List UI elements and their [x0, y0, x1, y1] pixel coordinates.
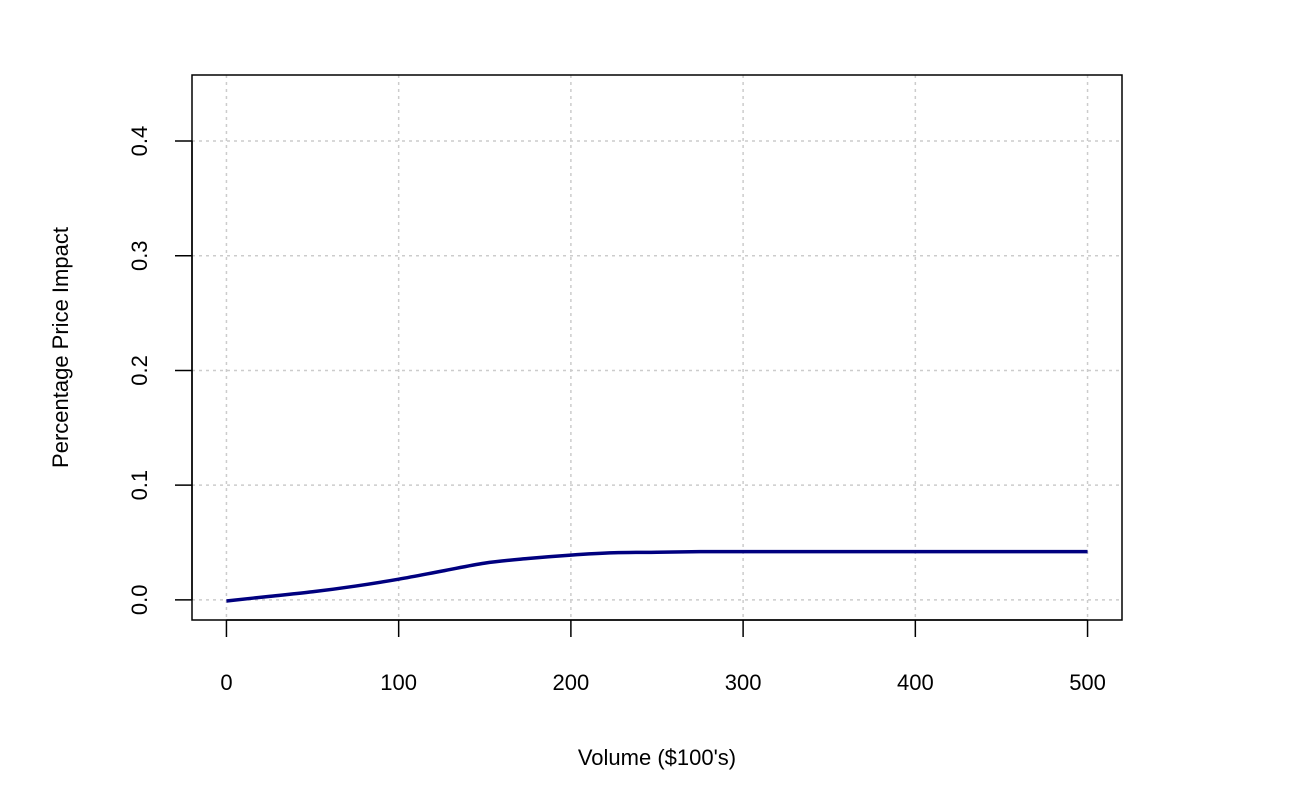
series-layer — [226, 549, 1088, 603]
plot-frame — [191, 74, 1123, 621]
y-tick-label: 0.0 — [127, 585, 152, 616]
x-tick-label: 200 — [553, 670, 590, 695]
x-tick-label: 100 — [380, 670, 417, 695]
x-tick-label: 500 — [1069, 670, 1106, 695]
y-tick-label: 0.3 — [127, 240, 152, 271]
y-axis-title: Percentage Price Impact — [48, 227, 73, 468]
x-axis: 0 100 200 300 400 500 — [220, 619, 1106, 695]
series-line — [226, 549, 1088, 603]
y-tick-label: 0.1 — [127, 470, 152, 501]
x-tick-label: 400 — [897, 670, 934, 695]
x-tick-label: 300 — [725, 670, 762, 695]
y-axis: 0.0 0.1 0.2 0.3 0.4 — [127, 126, 193, 616]
y-tick-label: 0.2 — [127, 355, 152, 386]
y-tick-label: 0.4 — [127, 126, 152, 157]
grid — [192, 75, 1122, 620]
x-tick-label: 0 — [220, 670, 232, 695]
x-axis-title: Volume ($100's) — [578, 745, 736, 770]
